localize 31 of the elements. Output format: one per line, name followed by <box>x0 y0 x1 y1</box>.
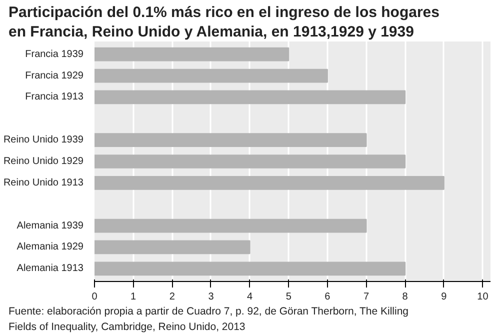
bar <box>94 262 406 276</box>
y-tick-label: Alemania 1929 <box>16 242 84 253</box>
x-tick-label: 7 <box>363 292 370 302</box>
bar <box>94 240 250 254</box>
bar <box>94 133 367 147</box>
x-tick-label: 5 <box>286 292 292 302</box>
bar <box>94 154 406 168</box>
chart-title: Participación del 0.1% más rico en el ingreso de los hogares en Francia, Reino Unido y Alemania, en 1913,1929 y 1939 <box>8 4 440 40</box>
y-tick-label: Francia 1939 <box>25 48 84 60</box>
x-tick-label: 9 <box>441 292 448 302</box>
y-tick-label: Francia 1929 <box>25 70 84 82</box>
y-tick-label: Reino Unido 1913 <box>3 177 84 188</box>
bar <box>94 47 290 62</box>
bar <box>94 176 444 190</box>
x-tick-label: 1 <box>130 292 137 302</box>
x-tick-label: 10 <box>477 292 489 302</box>
x-tick-label: 2 <box>169 292 176 302</box>
x-tick-label: 6 <box>324 292 331 302</box>
x-tick-label: 4 <box>247 292 254 302</box>
x-tick-label: 8 <box>402 292 408 302</box>
y-tick-label: Reino Unido 1929 <box>3 156 84 167</box>
bar <box>94 218 367 233</box>
x-tick-label: 0 <box>92 292 98 302</box>
bar <box>94 68 328 83</box>
y-tick-label: Reino Unido 1939 <box>3 134 84 146</box>
y-tick-label: Alemania 1939 <box>16 220 84 232</box>
bar <box>94 90 406 104</box>
source-note: Fuente: elaboración propia a partir de Cuadro 7, p. 92, de Göran Therborn, The Killing Fields of Inequality, Cambridge, Reino Unido, 2013 <box>8 305 409 333</box>
x-tick-label: 3 <box>208 292 214 302</box>
y-tick-label: Francia 1913 <box>25 92 84 103</box>
y-tick-label: Alemania 1913 <box>16 263 84 274</box>
